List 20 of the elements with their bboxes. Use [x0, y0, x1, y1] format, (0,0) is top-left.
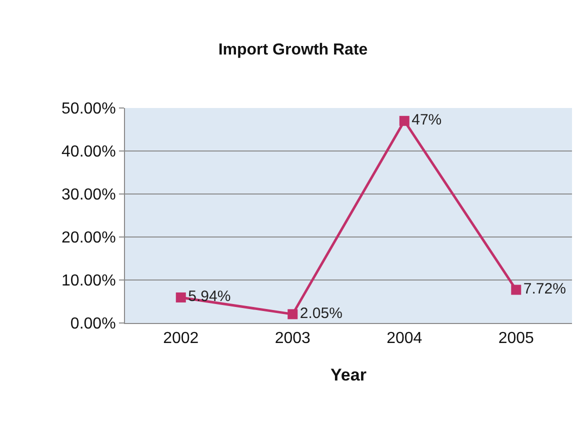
data-label: 47% [412, 112, 442, 129]
y-tick-label: 20.00% [62, 230, 116, 247]
point [399, 116, 410, 126]
y-tick-label: 0.00% [70, 316, 116, 333]
chart-title: Import Growth Rate [218, 42, 368, 59]
x-tick-label: 2005 [498, 330, 534, 348]
x-tick-label: 2002 [163, 330, 199, 348]
x-tick-label: 2003 [274, 330, 311, 348]
y-tick-label: 10.00% [62, 272, 116, 290]
x-tick-label: 2004 [386, 330, 422, 348]
y-tick-label: 40.00% [62, 144, 116, 161]
point [511, 284, 522, 295]
data-label: 2.05% [300, 304, 342, 322]
point [288, 309, 298, 320]
y-tick-label: 50.00% [62, 100, 116, 118]
point [176, 292, 186, 302]
data-label: 5.94% [188, 288, 231, 306]
data-label: 7.72% [523, 280, 566, 298]
y-tick-label: 30.00% [62, 186, 116, 204]
x-axis-title: Year [330, 366, 367, 385]
